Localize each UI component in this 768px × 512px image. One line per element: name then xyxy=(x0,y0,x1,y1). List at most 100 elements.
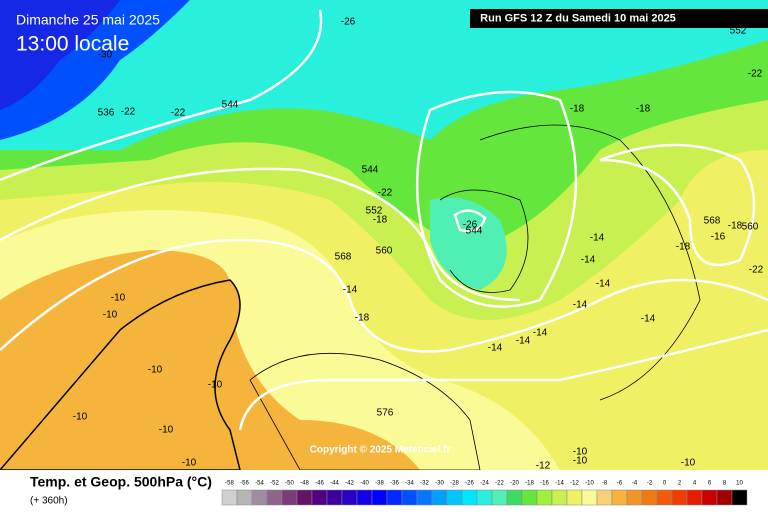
legend-value: -2 xyxy=(647,481,653,487)
legend-value: -10 xyxy=(585,481,594,487)
map-label: -26 xyxy=(463,220,478,231)
legend-swatch xyxy=(416,489,433,506)
forecast-time: 13:00 locale xyxy=(16,33,129,56)
legend-value: -58 xyxy=(225,481,234,487)
map-label: -16 xyxy=(711,232,726,243)
map-label: -18 xyxy=(728,221,743,232)
legend-swatch xyxy=(296,489,313,506)
legend-value: -26 xyxy=(465,481,474,487)
run-info: Run GFS 12 Z du Samedi 10 mai 2025 xyxy=(480,12,676,24)
legend-value: -54 xyxy=(255,481,264,487)
map-label: 536 xyxy=(98,108,115,119)
map-label: 576 xyxy=(377,408,394,419)
map-label: -10 xyxy=(573,456,588,467)
legend-swatch xyxy=(356,489,373,506)
map-label: 568 xyxy=(335,252,352,263)
legend-swatch xyxy=(341,489,358,506)
map-label: 544 xyxy=(466,226,483,237)
legend-value: -34 xyxy=(405,481,414,487)
legend-swatch xyxy=(221,489,238,506)
map-label: -22 xyxy=(171,108,186,119)
run-banner xyxy=(470,9,768,28)
legend-value: -40 xyxy=(360,481,369,487)
map-label: -10 xyxy=(111,293,126,304)
legend-swatch xyxy=(551,489,568,506)
map-label: -10 xyxy=(103,310,118,321)
map-label: -26 xyxy=(341,17,356,28)
legend-swatch xyxy=(281,489,298,506)
map-label: -14 xyxy=(590,233,605,244)
forecast-date: Dimanche 25 mai 2025 xyxy=(16,12,160,28)
legend-swatch xyxy=(506,489,523,506)
legend-swatch xyxy=(386,489,403,506)
map-label: -10 xyxy=(573,447,588,458)
legend-value: 6 xyxy=(708,481,712,487)
legend-value: -20 xyxy=(510,481,519,487)
legend-swatch xyxy=(521,489,538,506)
legend-swatch xyxy=(236,489,253,506)
legend-value: 8 xyxy=(723,481,727,487)
map-label: -10 xyxy=(208,380,223,391)
legend-value: -44 xyxy=(330,481,339,487)
map-label: 560 xyxy=(742,222,759,233)
legend-value: -6 xyxy=(617,481,623,487)
map-label: -18 xyxy=(676,242,691,253)
legend-value: -4 xyxy=(632,481,638,487)
legend-value: -46 xyxy=(315,481,324,487)
legend-swatch xyxy=(641,489,658,506)
map-label: -14 xyxy=(343,285,358,296)
map-label: -10 xyxy=(182,458,197,469)
legend-value: -12 xyxy=(570,481,579,487)
legend-value: -22 xyxy=(495,481,504,487)
legend-value: -24 xyxy=(480,481,489,487)
legend-value: -48 xyxy=(300,481,309,487)
legend-value: -8 xyxy=(602,481,608,487)
legend-value: 0 xyxy=(663,481,667,487)
legend-value: 2 xyxy=(678,481,682,487)
map-label: -14 xyxy=(533,328,548,339)
legend-value: -50 xyxy=(285,481,294,487)
legend-value: -32 xyxy=(420,481,429,487)
legend-swatch xyxy=(596,489,613,506)
legend-value: -18 xyxy=(525,481,534,487)
legend-value: -16 xyxy=(540,481,549,487)
map-label: 560 xyxy=(376,246,393,257)
legend-value: 10 xyxy=(736,481,743,487)
legend-swatch xyxy=(566,489,583,506)
legend-swatch xyxy=(656,489,673,506)
map-label: 552 xyxy=(730,26,747,37)
legend-value: -38 xyxy=(375,481,384,487)
legend-swatch xyxy=(476,489,493,506)
legend-swatch xyxy=(311,489,328,506)
map-label: 568 xyxy=(704,216,721,227)
color-scale: -58 -56 -54 -52 -50 -48 -46 -44 -42 -40 -38 -36 -34-… xyxy=(221,481,748,506)
legend-swatch xyxy=(716,489,733,506)
map-label: -10 xyxy=(73,412,88,423)
map-label: -14 xyxy=(596,279,611,290)
legend-value: -36 xyxy=(390,481,399,487)
map-label: -12 xyxy=(536,461,551,472)
map-label: -18 xyxy=(636,104,651,115)
map-label: -14 xyxy=(581,255,596,266)
map-label: -10 xyxy=(148,365,163,376)
map-label: -10 xyxy=(159,425,174,436)
legend-value: -42 xyxy=(345,481,354,487)
map-label: 544 xyxy=(362,165,379,176)
map-label: 552 xyxy=(366,206,383,217)
legend-value: -30 xyxy=(435,481,444,487)
map-label: -18 xyxy=(355,313,370,324)
legend-swatch xyxy=(401,489,418,506)
map-label: -14 xyxy=(488,343,503,354)
legend-value: -14 xyxy=(555,481,564,487)
map-label: 544 xyxy=(222,100,239,111)
map-label: -18 xyxy=(373,215,388,226)
legend-swatch xyxy=(731,489,748,506)
legend-value: -52 xyxy=(270,481,279,487)
map-label: -14 xyxy=(641,314,656,325)
legend-value: -28 xyxy=(450,481,459,487)
map-label: -18 xyxy=(570,104,585,115)
map-label: -10 xyxy=(681,458,696,469)
map-label: -22 xyxy=(121,107,136,118)
map-label: -30 xyxy=(98,50,113,61)
